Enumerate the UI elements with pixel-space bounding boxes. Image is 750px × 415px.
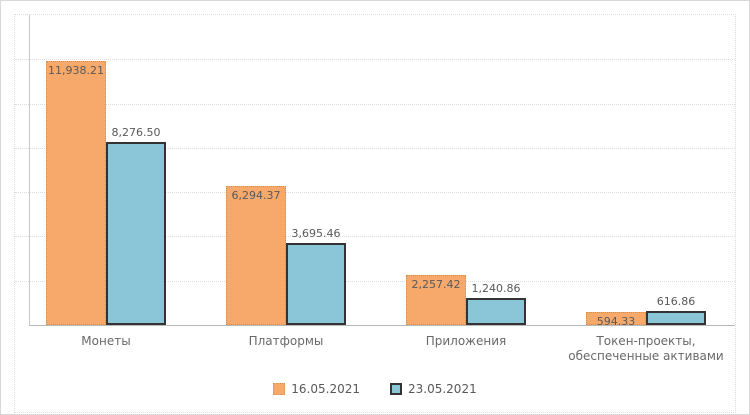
category-label: Платформы [248, 334, 324, 348]
bar-23.05.2021 [466, 297, 526, 325]
x-axis-line [29, 325, 735, 326]
gridline [15, 280, 735, 282]
bar-16.05.2021 [406, 275, 466, 325]
legend-label-series-1: 16.05.2021 [291, 382, 360, 396]
value-label: 11,938.21 [48, 63, 104, 77]
legend-swatch-series-2 [390, 383, 402, 395]
value-label: 594.33 [596, 314, 636, 328]
bar-16.05.2021 [46, 60, 106, 325]
bar-16.05.2021 [226, 185, 286, 325]
legend-item-series-1: 16.05.2021 [273, 382, 360, 396]
legend-item-series-2: 23.05.2021 [390, 382, 477, 396]
value-label: 3,695.46 [291, 227, 341, 241]
bar-23.05.2021 [106, 141, 166, 325]
bar-23.05.2021 [286, 243, 346, 325]
value-label: 616.86 [656, 295, 696, 309]
gridline [15, 236, 735, 238]
chart-area: 11,938.21 8,276.50 6,294.37 3,695.46 2,257.4… [14, 14, 736, 413]
gridline [15, 59, 735, 61]
gridline [15, 192, 735, 194]
category-label: Приложения [425, 334, 507, 348]
value-label: 6,294.37 [231, 188, 281, 202]
value-label: 8,276.50 [111, 125, 161, 139]
category-label: Токен-проекты, обеспеченные активами [568, 334, 724, 363]
value-label: 1,240.86 [471, 281, 521, 295]
bar-16.05.2021 [586, 311, 646, 325]
legend-label-series-2: 23.05.2021 [408, 382, 477, 396]
bar-23.05.2021 [646, 311, 706, 325]
gridline [15, 147, 735, 149]
legend: 16.05.2021 23.05.2021 [15, 382, 735, 396]
gridline [15, 103, 735, 105]
legend-swatch-series-1 [273, 383, 286, 395]
category-label: Монеты [81, 334, 131, 348]
y-axis-line [29, 15, 30, 325]
value-label: 2,257.42 [411, 278, 461, 291]
